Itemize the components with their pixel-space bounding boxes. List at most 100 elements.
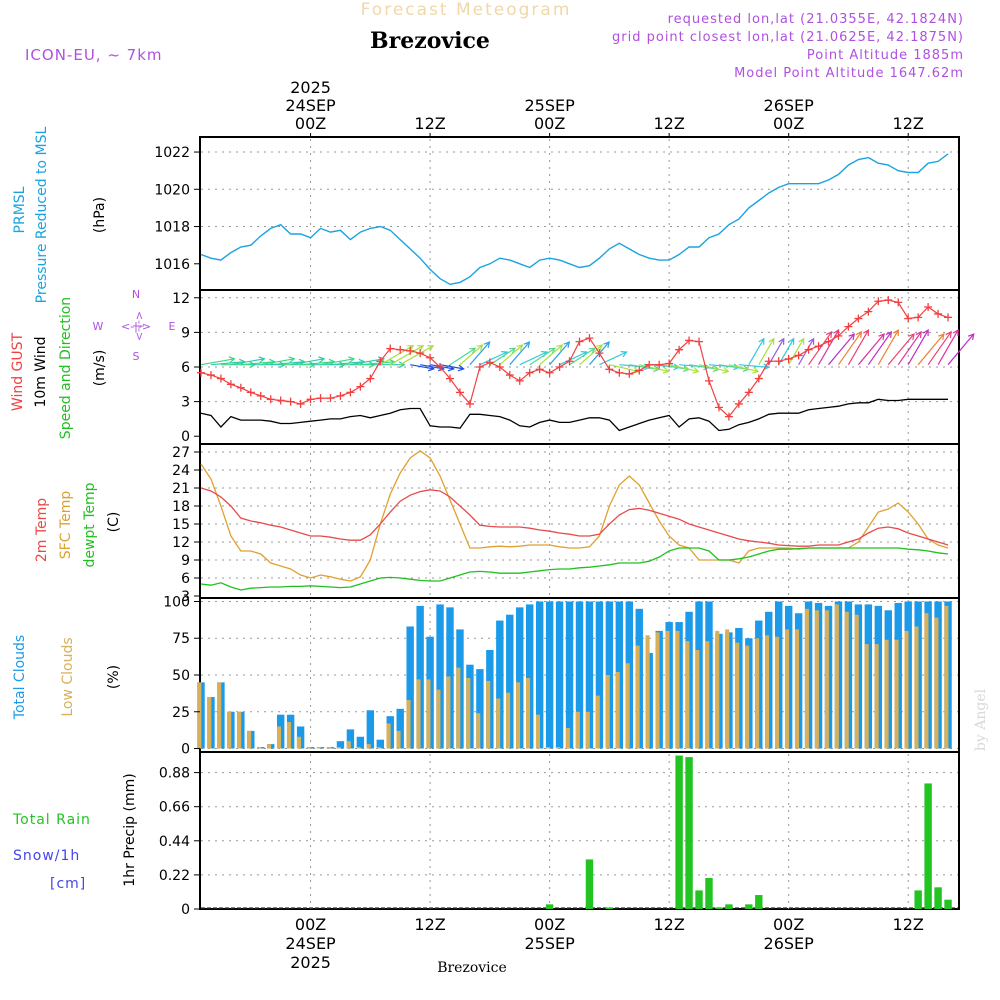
wind-direction-arrow [698,364,729,373]
wind-arrow-head [848,333,856,341]
wind-direction-arrow [768,338,785,365]
low-cloud-bar [326,747,331,749]
y-tick-label: 0.88 [159,766,190,782]
pressure-label-msl: Pressure Reduced to MSL [34,126,50,303]
low-cloud-bar [506,692,511,749]
wind-direction-arrow [230,358,265,366]
precip-panel-frame [199,751,960,910]
snow-label: Snow/1h [13,848,80,864]
low-cloud-bar [336,747,341,749]
wind-arrow-head [596,344,604,351]
wind-direction-arrow [907,329,929,365]
low-cloud-bar [675,630,680,749]
location-title: Brezovice [370,28,490,54]
total-cloud-bar [416,605,424,749]
wind-gust-marker [565,357,574,366]
time-label-top: 12Z [414,114,445,133]
wind-unit: (m/s) [92,350,108,387]
y-tick-label: 24 [172,463,190,479]
grid-layer [201,139,958,909]
wind-gust-marker [426,353,435,362]
rain-bar [705,878,713,909]
low-cloud-bar [346,741,351,749]
compass-east: E [169,320,176,333]
low-cloud-bar [934,617,939,749]
wind-direction-arrow [499,344,523,366]
y-tick-label: 21 [172,481,190,497]
low-cloud-bar [944,605,949,749]
low-cloud-bar [267,744,272,749]
y-tick-label: 9 [181,553,190,569]
wind-gust-marker [216,374,225,383]
total-cloud-bar [396,708,404,749]
y-tick-label: 15 [172,517,190,533]
low-cloud-bar [884,639,889,749]
wind-arrow-head [556,344,564,351]
temp-unit: (C) [106,512,122,533]
total-cloud-bar [436,604,444,749]
wind-arrow-head [483,341,491,349]
low-cloud-bar [665,630,670,749]
wind-gust-marker [266,395,275,404]
wind-direction-arrow [937,329,959,365]
wind-gust-marker [326,394,335,403]
wind-arrow-head [825,330,833,338]
time-label-top: 00Z [295,114,326,133]
temp-panel-frame [199,443,960,599]
wind-direction-arrow [837,331,862,366]
wind-gust-marker [704,376,713,385]
low-cloud-bar [366,744,371,749]
wind-gust-marker [515,376,524,385]
wind-arrow-head [878,333,885,341]
low-cloud-bar [914,626,919,749]
wind-arrow-head [563,341,571,349]
wind-gust-marker [485,358,494,367]
total-cloud-bar [585,601,594,749]
low-cloud-bar [655,632,660,749]
cloud-low-label: Low Clouds [60,637,76,716]
total-cloud-bar [545,601,554,749]
wind-arrow-head [967,333,975,341]
y-tick-label: 12 [172,291,190,307]
total-cloud-bar [565,601,574,749]
wind-direction-arrow [389,345,424,366]
low-cloud-bar [834,604,839,749]
rain-bar [725,904,733,909]
low-cloud-bar [814,610,819,749]
y-tick-label: 3 [181,589,190,605]
wind-gust-marker [595,349,604,358]
y-tick-label: 50 [172,668,190,684]
low-cloud-bar [784,629,790,749]
temp-sfc-label: SFC Temp [58,491,74,560]
low-cloud-bar [625,663,630,749]
rain-bar [745,904,753,909]
wind-arrow-head [516,344,524,351]
wind-gust-marker [944,313,953,322]
time-label-top: 2025 [290,78,331,97]
wind-arrow-head [398,361,406,369]
wind-direction-arrow [897,331,922,366]
y-tick-label: 1022 [154,145,190,161]
low-cloud-bar [775,636,780,749]
low-cloud-bar [535,714,541,749]
wind-gust-marker [306,395,315,404]
rain-bar [914,890,922,909]
y-tick-label: 0.22 [159,868,190,884]
wind-arrow-head [476,344,484,351]
wind-arrow-head [508,347,517,354]
y-tick-label: 6 [181,571,190,587]
compass-glyph-horizontal: <-|-> [121,320,151,333]
low-cloud-bar [864,644,869,749]
wind-gust-marker [734,399,743,408]
wind-arrow-head [758,337,765,345]
wind-arrow-head [407,345,415,352]
wind-gust-marker [794,351,803,360]
wind-gust-marker [924,303,933,311]
wind-direction-arrow [519,351,548,366]
total-cloud-bar [376,739,384,749]
wind-direction-arrow [559,351,588,366]
wind-direction-arrow [847,329,869,365]
wind-direction-arrow [360,361,395,366]
wind-direction-arrow [479,351,508,366]
wind-arrow-head [778,337,785,345]
